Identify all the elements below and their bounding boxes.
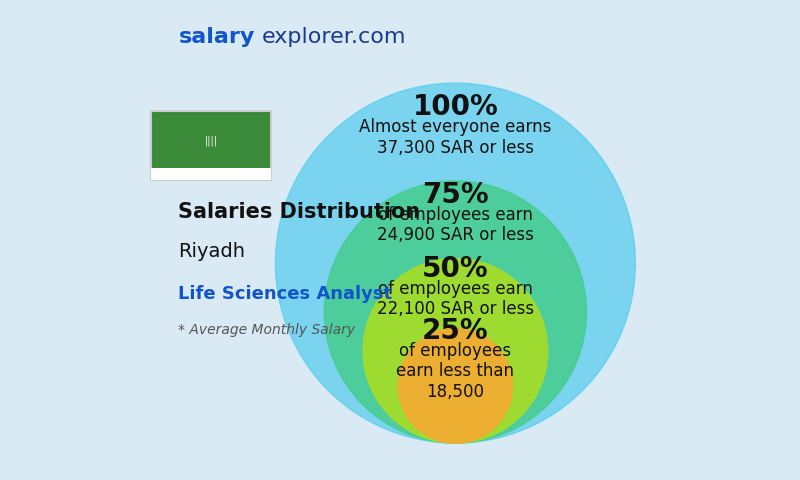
Text: 18,500: 18,500 (426, 383, 484, 401)
Text: 50%: 50% (422, 254, 489, 283)
Text: salary: salary (178, 27, 255, 47)
Text: Riyadh: Riyadh (178, 241, 246, 261)
Text: * Average Monthly Salary: * Average Monthly Salary (178, 324, 355, 337)
Text: of employees earn: of employees earn (378, 280, 533, 298)
Text: of employees: of employees (399, 342, 511, 360)
Text: Life Sciences Analyst: Life Sciences Analyst (178, 285, 393, 302)
Text: of employees earn: of employees earn (378, 206, 533, 224)
Circle shape (275, 83, 635, 443)
FancyBboxPatch shape (150, 111, 270, 180)
Bar (150, 168, 270, 180)
Circle shape (363, 258, 548, 443)
Text: 37,300 SAR or less: 37,300 SAR or less (377, 139, 534, 156)
Text: 25%: 25% (422, 317, 489, 345)
Text: 24,900 SAR or less: 24,900 SAR or less (377, 227, 534, 244)
Text: 22,100 SAR or less: 22,100 SAR or less (377, 300, 534, 318)
Circle shape (398, 329, 513, 443)
Text: explorer.com: explorer.com (262, 27, 406, 47)
Text: Salaries Distribution: Salaries Distribution (178, 202, 421, 222)
Text: ||||: |||| (204, 135, 218, 146)
Text: 100%: 100% (413, 93, 498, 121)
Text: 75%: 75% (422, 181, 489, 209)
Text: earn less than: earn less than (396, 362, 514, 380)
Circle shape (324, 181, 586, 443)
Text: Almost everyone earns: Almost everyone earns (359, 119, 551, 136)
